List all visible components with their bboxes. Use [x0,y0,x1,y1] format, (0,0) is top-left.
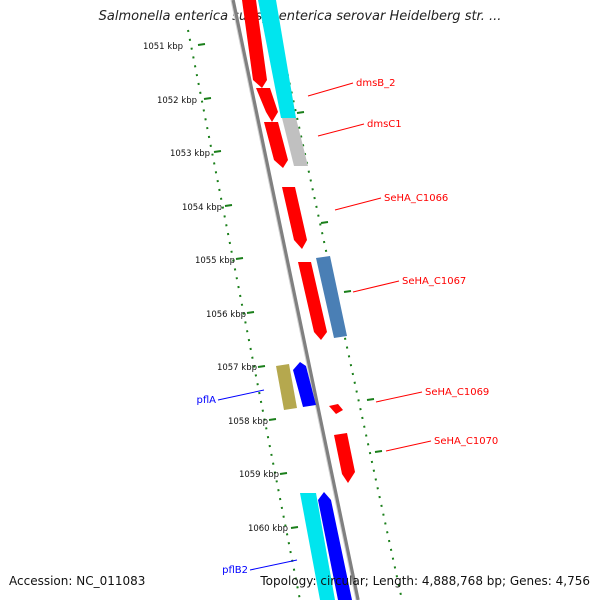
gene-label-pfla[interactable]: pflA [197,395,217,406]
feature-grey [282,118,308,166]
gene-label-sehac1069[interactable]: SeHA_C1069 [425,387,489,398]
tick-mark-1057 [257,365,266,368]
gene-arrow-pflb2[interactable] [318,492,352,600]
leader-line-dmsc1 [317,123,365,137]
right-tick-mark [343,290,352,293]
tick-mark-1060 [290,526,299,529]
tick-label: 1055 kbp [195,256,235,266]
leader-line-sehac1069 [375,391,423,403]
right-tick-mark [320,221,329,224]
gene-label-sehac1067[interactable]: SeHA_C1067 [402,276,466,287]
gene-arrow-sehac1066[interactable] [282,187,307,249]
tick-mark-1055 [235,257,244,260]
backbone-line [231,0,360,600]
tick-mark-1056 [246,311,255,314]
gene-arrow-dmsb-2[interactable] [256,88,278,122]
leader-line-sehac1067 [352,280,400,293]
gene-arrow-sehac1070[interactable] [334,433,355,483]
right-tick-mark [366,398,375,401]
map-title: Salmonella enterica subsp. enterica sero… [98,9,502,24]
tick-label: 1057 kbp [217,363,257,373]
feature-cyan-lower [300,493,335,600]
tick-mark-1052 [203,97,212,100]
tick-label: 1051 kbp [143,42,183,52]
leader-line-pfla [217,389,265,401]
feature-steelblue [316,256,347,338]
gene-label-dmsb-2[interactable]: dmsB_2 [356,78,396,89]
tick-label: 1060 kbp [248,524,288,534]
tick-label: 1052 kbp [157,96,197,106]
gene-label-sehac1070[interactable]: SeHA_C1070 [434,436,498,447]
tick-label: 1058 kbp [228,417,268,427]
feature-olive [276,364,297,410]
tick-label: 1059 kbp [239,470,279,480]
right-dotted-guide [277,29,403,600]
gene-arrow-dmsc1[interactable] [264,122,288,168]
tick-mark-1051 [197,43,206,46]
tick-mark-1059 [279,472,288,475]
tick-label: 1056 kbp [206,310,246,320]
gene-arrow-dmsb-2-upstream[interactable] [242,0,267,88]
leader-line-dmsb-2 [307,82,354,97]
leader-line-sehac1066 [334,197,382,211]
gene-arrow-pfla[interactable] [293,362,316,407]
genome-summary-text: Topology: circular; Length: 4,888,768 bp… [260,574,590,588]
tick-mark-1053 [213,150,222,153]
gene-label-dmsc1[interactable]: dmsC1 [367,119,402,130]
accession-text: Accession: NC_011083 [9,574,146,588]
tick-label: 1053 kbp [170,149,210,159]
tick-mark-1054 [224,204,233,207]
right-tick-mark [296,111,305,114]
feature-cyan-upper [258,0,296,118]
gene-label-sehac1066[interactable]: SeHA_C1066 [384,193,448,204]
leader-line-sehac1070 [385,440,432,452]
gene-label-pflb2[interactable]: pflB2 [222,565,248,576]
right-tick-mark [374,450,383,453]
leader-line-pflb2 [249,559,298,571]
tick-label: 1054 kbp [182,203,222,213]
gene-arrow-sehac1067[interactable] [298,262,327,340]
backbone-highlight [230,0,357,600]
gene-arrow-sehac1069[interactable] [329,404,343,414]
tick-mark-1058 [268,418,277,421]
